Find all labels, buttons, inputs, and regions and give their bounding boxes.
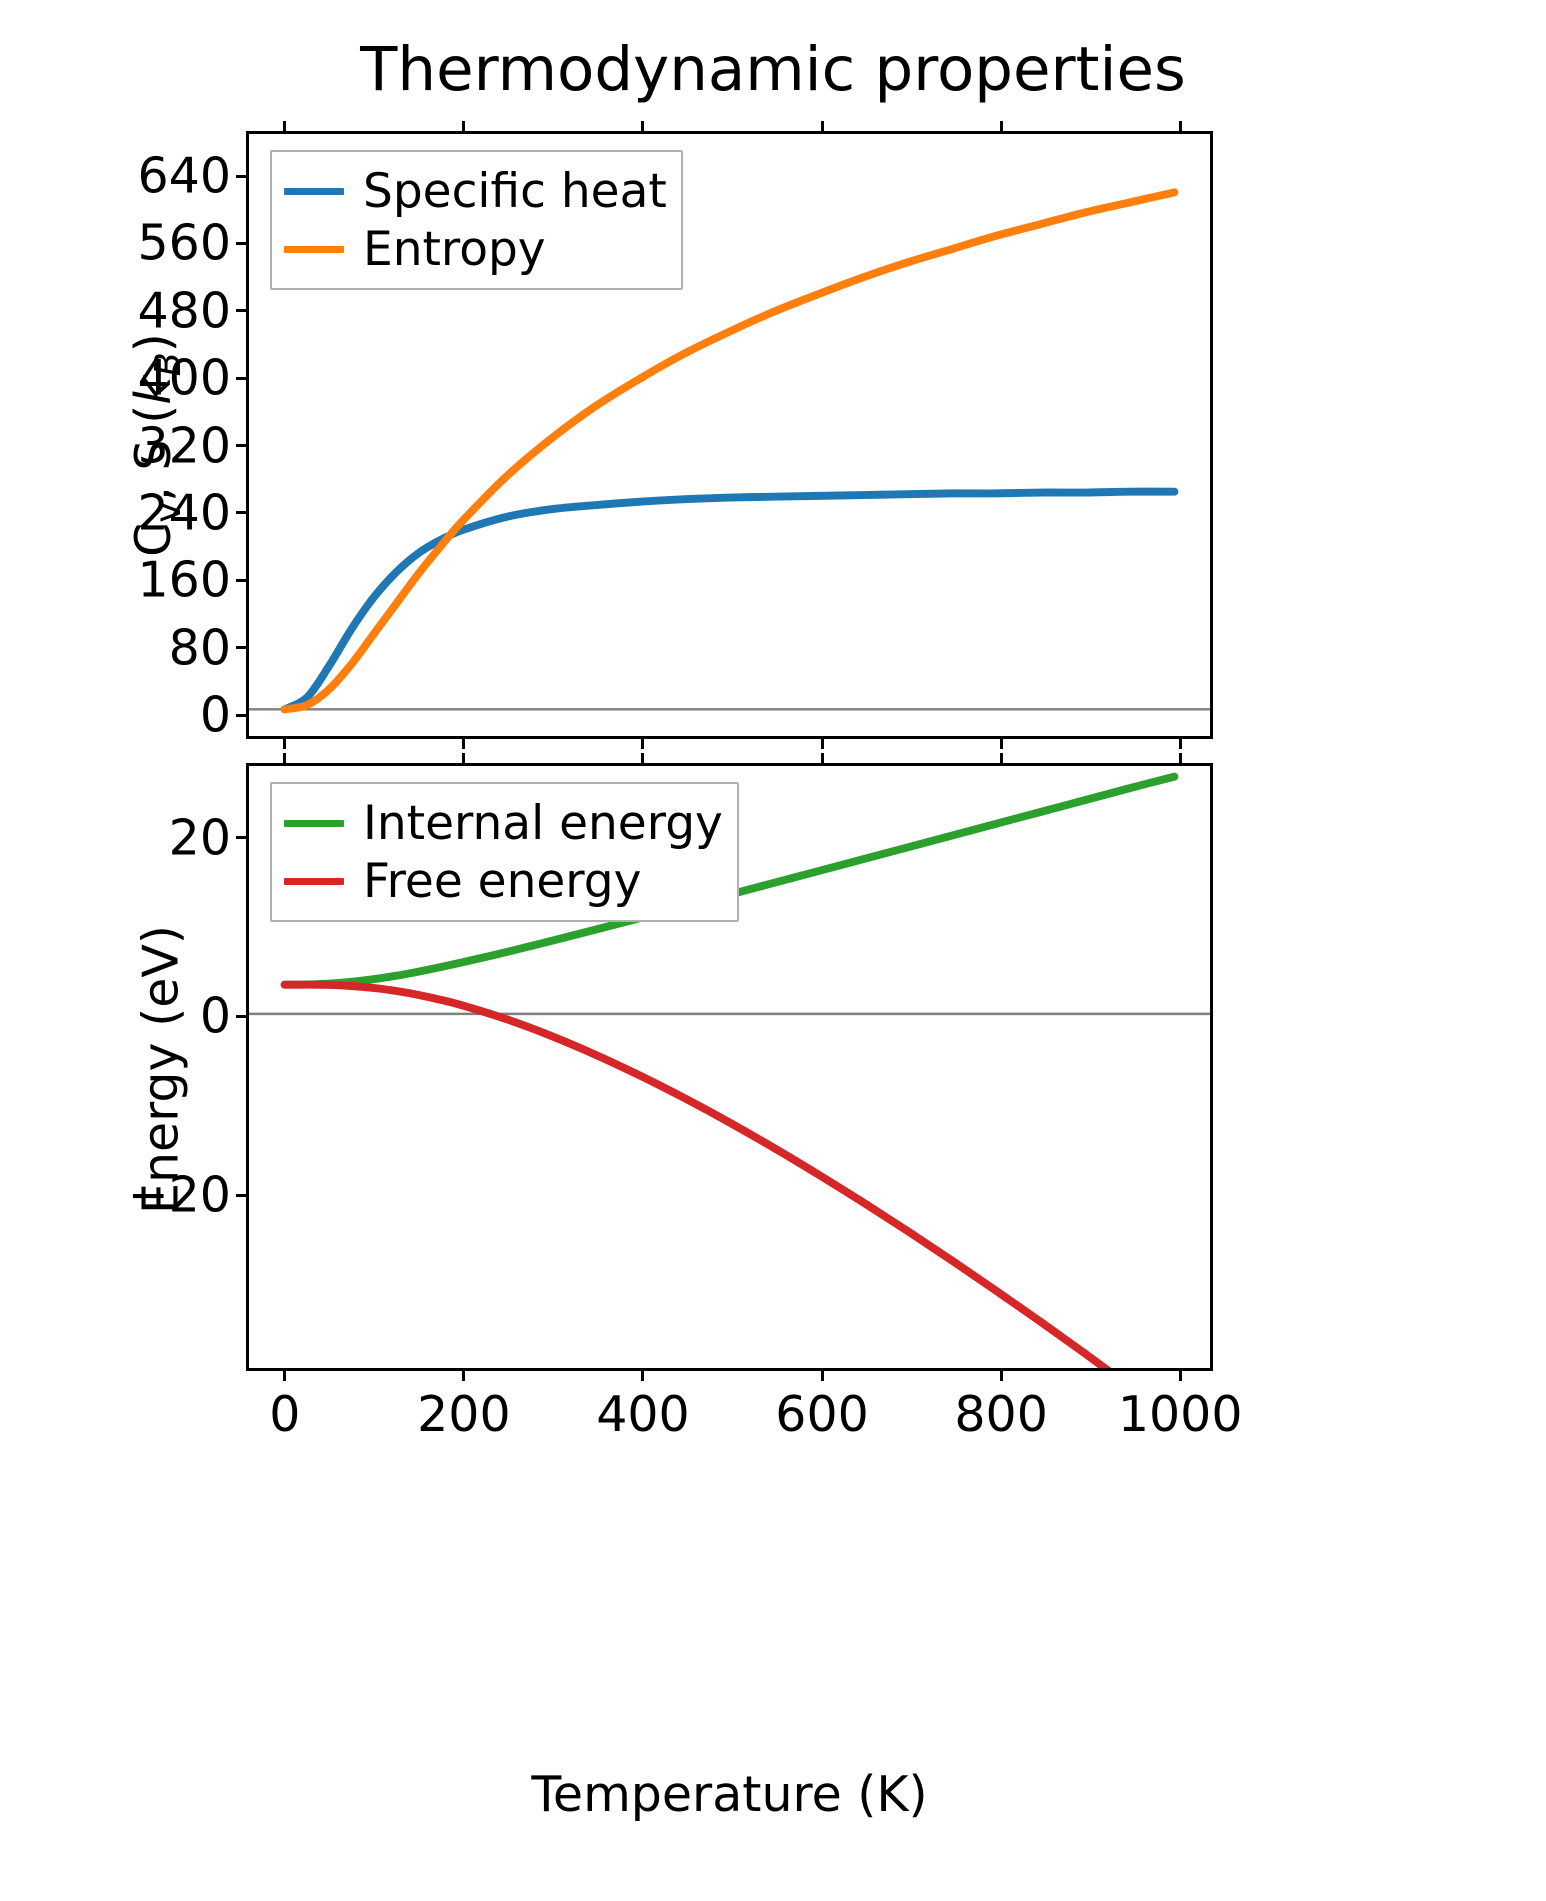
- y-tick-label: 400: [137, 349, 231, 407]
- y-tick-label: 480: [137, 282, 231, 340]
- top-legend: Specific heat Entropy: [270, 150, 683, 290]
- x-tick-mark-top: [283, 753, 287, 766]
- y-tick-mark: [236, 309, 249, 313]
- x-tick-mark-top: [1178, 753, 1182, 766]
- y-tick-mark: [236, 511, 249, 515]
- x-axis-label: Temperature (K): [531, 1766, 928, 1823]
- y-tick-mark: [236, 713, 249, 717]
- x-tick-mark: [1178, 736, 1182, 749]
- legend-label-entropy: Entropy: [363, 221, 546, 277]
- legend-item-entropy[interactable]: Entropy: [284, 220, 667, 278]
- legend-item-specific-heat[interactable]: Specific heat: [284, 162, 667, 220]
- y-tick-label: 80: [168, 619, 231, 677]
- x-tick-label: 200: [417, 1386, 511, 1443]
- x-tick-mark-top: [283, 121, 287, 134]
- x-tick-mark: [462, 736, 466, 749]
- y-tick-mark: [236, 1014, 249, 1018]
- legend-swatch-specific-heat: [284, 187, 344, 195]
- x-tick-label: 600: [775, 1386, 869, 1443]
- legend-item-free-energy[interactable]: Free energy: [284, 852, 723, 910]
- legend-label-internal-energy: Internal energy: [363, 795, 723, 851]
- y-tick-label: 20: [168, 809, 231, 867]
- y-tick-mark: [236, 578, 249, 582]
- x-tick-mark-top: [820, 121, 824, 134]
- y-tick-mark: [236, 646, 249, 650]
- x-tick-mark-top: [1178, 121, 1182, 134]
- y-tick-mark: [236, 376, 249, 380]
- x-tick-mark-top: [641, 121, 645, 134]
- legend-swatch-internal-energy: [284, 819, 344, 827]
- x-tick-mark: [283, 736, 287, 749]
- x-tick-mark: [283, 1368, 287, 1381]
- x-tick-mark-top: [462, 121, 466, 134]
- y-tick-mark: [236, 444, 249, 448]
- y-tick-label: 640: [137, 147, 231, 205]
- y-tick-mark: [236, 241, 249, 245]
- x-tick-mark: [462, 1368, 466, 1381]
- x-tick-mark-top: [462, 753, 466, 766]
- bottom-axes-panel: Energy (eV) −20 0 20 0 200 400 600 800 1000 Int…: [128, 753, 1243, 1439]
- legend-label-specific-heat: Specific heat: [363, 163, 667, 219]
- legend-swatch-free-energy: [284, 877, 344, 885]
- x-tick-label: 800: [954, 1386, 1048, 1443]
- y-tick-label: 160: [137, 551, 231, 609]
- x-tick-mark: [999, 1368, 1003, 1381]
- x-tick-mark: [641, 736, 645, 749]
- y-tick-label: 320: [137, 417, 231, 475]
- y-tick-label: 560: [137, 214, 231, 272]
- x-tick-mark-top: [999, 121, 1003, 134]
- x-tick-mark: [641, 1368, 645, 1381]
- x-tick-mark: [999, 736, 1003, 749]
- x-tick-mark: [820, 736, 824, 749]
- figure-title: Thermodynamic properties: [360, 34, 1186, 105]
- x-tick-mark-top: [820, 753, 824, 766]
- y-tick-label: 240: [137, 484, 231, 542]
- top-plot-lines: [249, 188, 1210, 714]
- y-tick-label: −20: [127, 1166, 231, 1224]
- x-tick-label: 1000: [1117, 1386, 1243, 1443]
- x-tick-mark: [820, 1368, 824, 1381]
- top-axes-panel: Cv, S (kB) 0 80 160 240 320 400 480 560 640 Spec…: [125, 121, 1213, 749]
- y-tick-label: 0: [199, 987, 231, 1045]
- x-tick-mark: [1178, 1368, 1182, 1381]
- y-tick-mark: [236, 836, 249, 840]
- y-tick-mark: [236, 174, 249, 178]
- y-tick-mark: [236, 1193, 249, 1197]
- bottom-legend: Internal energy Free energy: [270, 782, 739, 922]
- x-tick-mark-top: [999, 753, 1003, 766]
- legend-label-free-energy: Free energy: [363, 853, 642, 909]
- legend-swatch-entropy: [284, 245, 344, 253]
- legend-item-internal-energy[interactable]: Internal energy: [284, 794, 723, 852]
- x-tick-label: 400: [596, 1386, 690, 1443]
- y-tick-label: 0: [199, 686, 231, 744]
- x-tick-label: 0: [269, 1386, 301, 1443]
- x-tick-mark-top: [641, 753, 645, 766]
